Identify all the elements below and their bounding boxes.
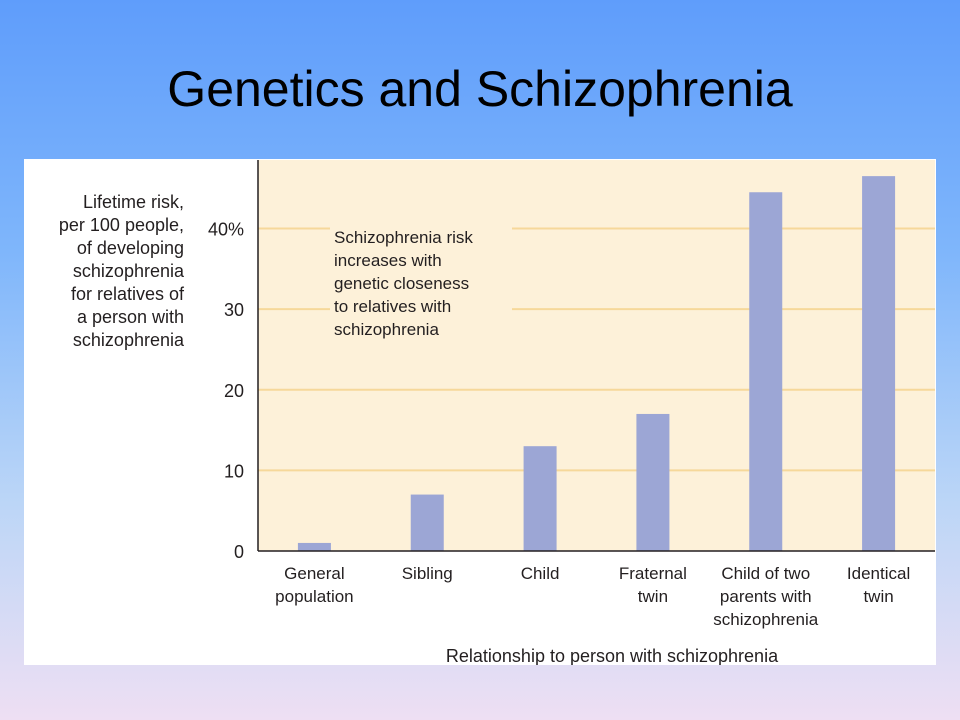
annotation-line-0: Schizophrenia risk xyxy=(334,228,473,247)
annotation-line-2: genetic closeness xyxy=(334,274,469,293)
x-tick-label-3-0: Fraternal xyxy=(619,564,687,583)
bar-0 xyxy=(297,542,331,551)
bar-3 xyxy=(636,413,670,551)
y-axis-label: Lifetime risk, per 100 people, of develo… xyxy=(58,192,184,350)
y-tick-label-2: 20 xyxy=(224,381,244,401)
bar-4 xyxy=(749,192,783,551)
x-tick-label-2-0: Child xyxy=(521,564,560,583)
annotation-line-4: schizophrenia xyxy=(334,320,439,339)
x-tick-label-5-1: twin xyxy=(863,587,893,606)
x-tick-label-5-0: Identical xyxy=(847,564,910,583)
slide-title: Genetics and Schizophrenia xyxy=(167,61,793,117)
x-tick-label-3-1: twin xyxy=(638,587,668,606)
x-tick-label-4-1: parents with xyxy=(720,587,812,606)
chart-panel: Lifetime risk, per 100 people, of develo… xyxy=(24,159,936,665)
annotation-line-3: to relatives with xyxy=(334,297,451,316)
x-tick-label-0-1: population xyxy=(275,587,353,606)
x-tick-label-0-0: General xyxy=(284,564,344,583)
bar-2 xyxy=(523,446,557,551)
plot-area xyxy=(258,160,935,551)
bar-5 xyxy=(862,176,896,551)
x-tick-label-4-0: Child of two xyxy=(721,564,810,583)
y-tick-label-0: 0 xyxy=(234,542,244,562)
annotation-backing xyxy=(330,223,512,344)
bar-1 xyxy=(410,494,444,551)
annotation-line-1: increases with xyxy=(334,251,442,270)
x-tick-label-4-2: schizophrenia xyxy=(713,610,818,629)
x-axis-label: Relationship to person with schizophreni… xyxy=(446,646,779,665)
y-tick-label-4: 40% xyxy=(208,220,244,240)
x-tick-label-1-0: Sibling xyxy=(402,564,453,583)
y-tick-label-1: 10 xyxy=(224,461,244,481)
y-tick-label-3: 30 xyxy=(224,300,244,320)
bar-chart: Schizophrenia risk increases with genetic … xyxy=(208,160,935,665)
